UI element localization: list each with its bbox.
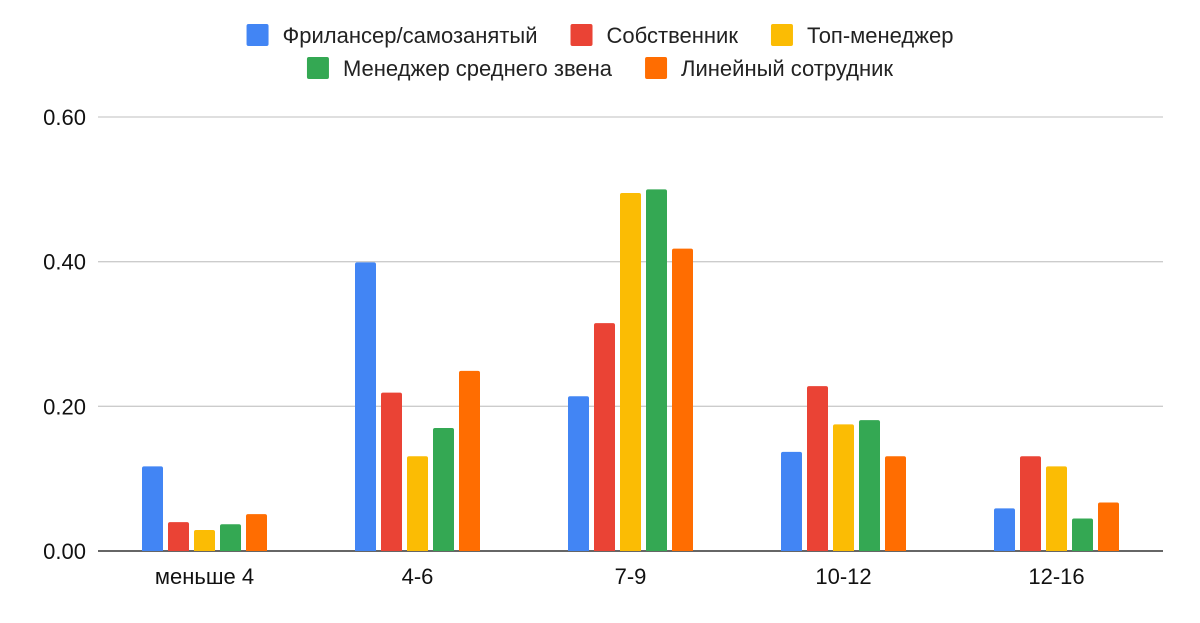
x-tick-label: 12-16 — [1028, 564, 1084, 589]
legend-label: Фрилансер/самозанятый — [283, 23, 538, 48]
legend-swatch — [246, 24, 269, 46]
x-tick-label: 10-12 — [815, 564, 871, 589]
bar — [433, 428, 454, 551]
bar — [1020, 456, 1041, 551]
y-tick-label: 0.40 — [43, 250, 86, 275]
x-tick-label: 4-6 — [402, 564, 434, 589]
x-axis-ticks: меньше 4 4-6 7-9 10-12 12-16 — [155, 564, 1085, 589]
bar — [407, 456, 428, 551]
legend-label: Топ-менеджер — [807, 23, 953, 48]
bar — [1046, 466, 1067, 551]
bar — [807, 386, 828, 551]
bar — [194, 530, 215, 551]
bar — [246, 514, 267, 551]
bar — [859, 420, 880, 551]
bars — [142, 189, 1119, 552]
bar — [994, 508, 1015, 551]
bar — [833, 424, 854, 551]
y-tick-label: 0.60 — [43, 105, 86, 130]
bar — [168, 522, 189, 551]
bar — [381, 392, 402, 551]
legend-swatch — [570, 24, 593, 46]
legend-label: Собственник — [607, 23, 739, 48]
bar — [781, 451, 802, 551]
bar — [459, 370, 480, 551]
legend-label: Менеджер среднего звена — [343, 56, 613, 81]
bar — [568, 396, 589, 551]
legend-swatch — [770, 24, 793, 46]
bar — [646, 189, 667, 552]
legend-swatch — [306, 57, 329, 79]
bar — [1072, 518, 1093, 551]
x-tick-label: 7-9 — [615, 564, 647, 589]
legend-label: Линейный сотрудник — [681, 56, 893, 81]
x-tick-label: меньше 4 — [155, 564, 254, 589]
bar — [1098, 502, 1119, 551]
legend-swatch — [645, 57, 668, 79]
legend: Фрилансер/самозанятый Собственник Топ-мене… — [246, 23, 953, 81]
bar — [620, 192, 641, 551]
bar — [220, 524, 241, 551]
bar — [355, 262, 376, 551]
bar — [885, 456, 906, 551]
bar — [142, 466, 163, 551]
bar — [672, 248, 693, 551]
y-tick-label: 0.00 — [43, 539, 86, 564]
bar — [594, 323, 615, 551]
y-tick-label: 0.20 — [43, 394, 86, 419]
